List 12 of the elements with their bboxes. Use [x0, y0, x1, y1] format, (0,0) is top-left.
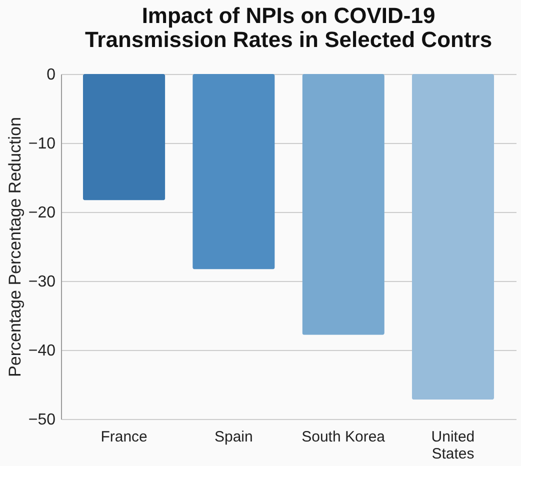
y-tick-label: −10 — [28, 136, 56, 152]
y-tick-label: 0 — [46, 66, 56, 84]
x-tick-label: United States — [431, 428, 475, 462]
x-tick-label: South Korea — [302, 428, 386, 446]
chart-title: Impact of NPIs on COVID-19 Transmission Rates in Selected Contrs — [84, 3, 492, 52]
x-tick-label: Spain — [214, 428, 253, 446]
y-tick-label: −50 — [28, 412, 56, 428]
y-tick-label: −30 — [28, 274, 56, 290]
y-tick-label: −40 — [28, 342, 56, 360]
x-tick-label: France — [100, 428, 148, 446]
y-axis-title: Percentage Percentage Reduction — [5, 117, 24, 377]
y-tick-label: −20 — [28, 204, 56, 222]
